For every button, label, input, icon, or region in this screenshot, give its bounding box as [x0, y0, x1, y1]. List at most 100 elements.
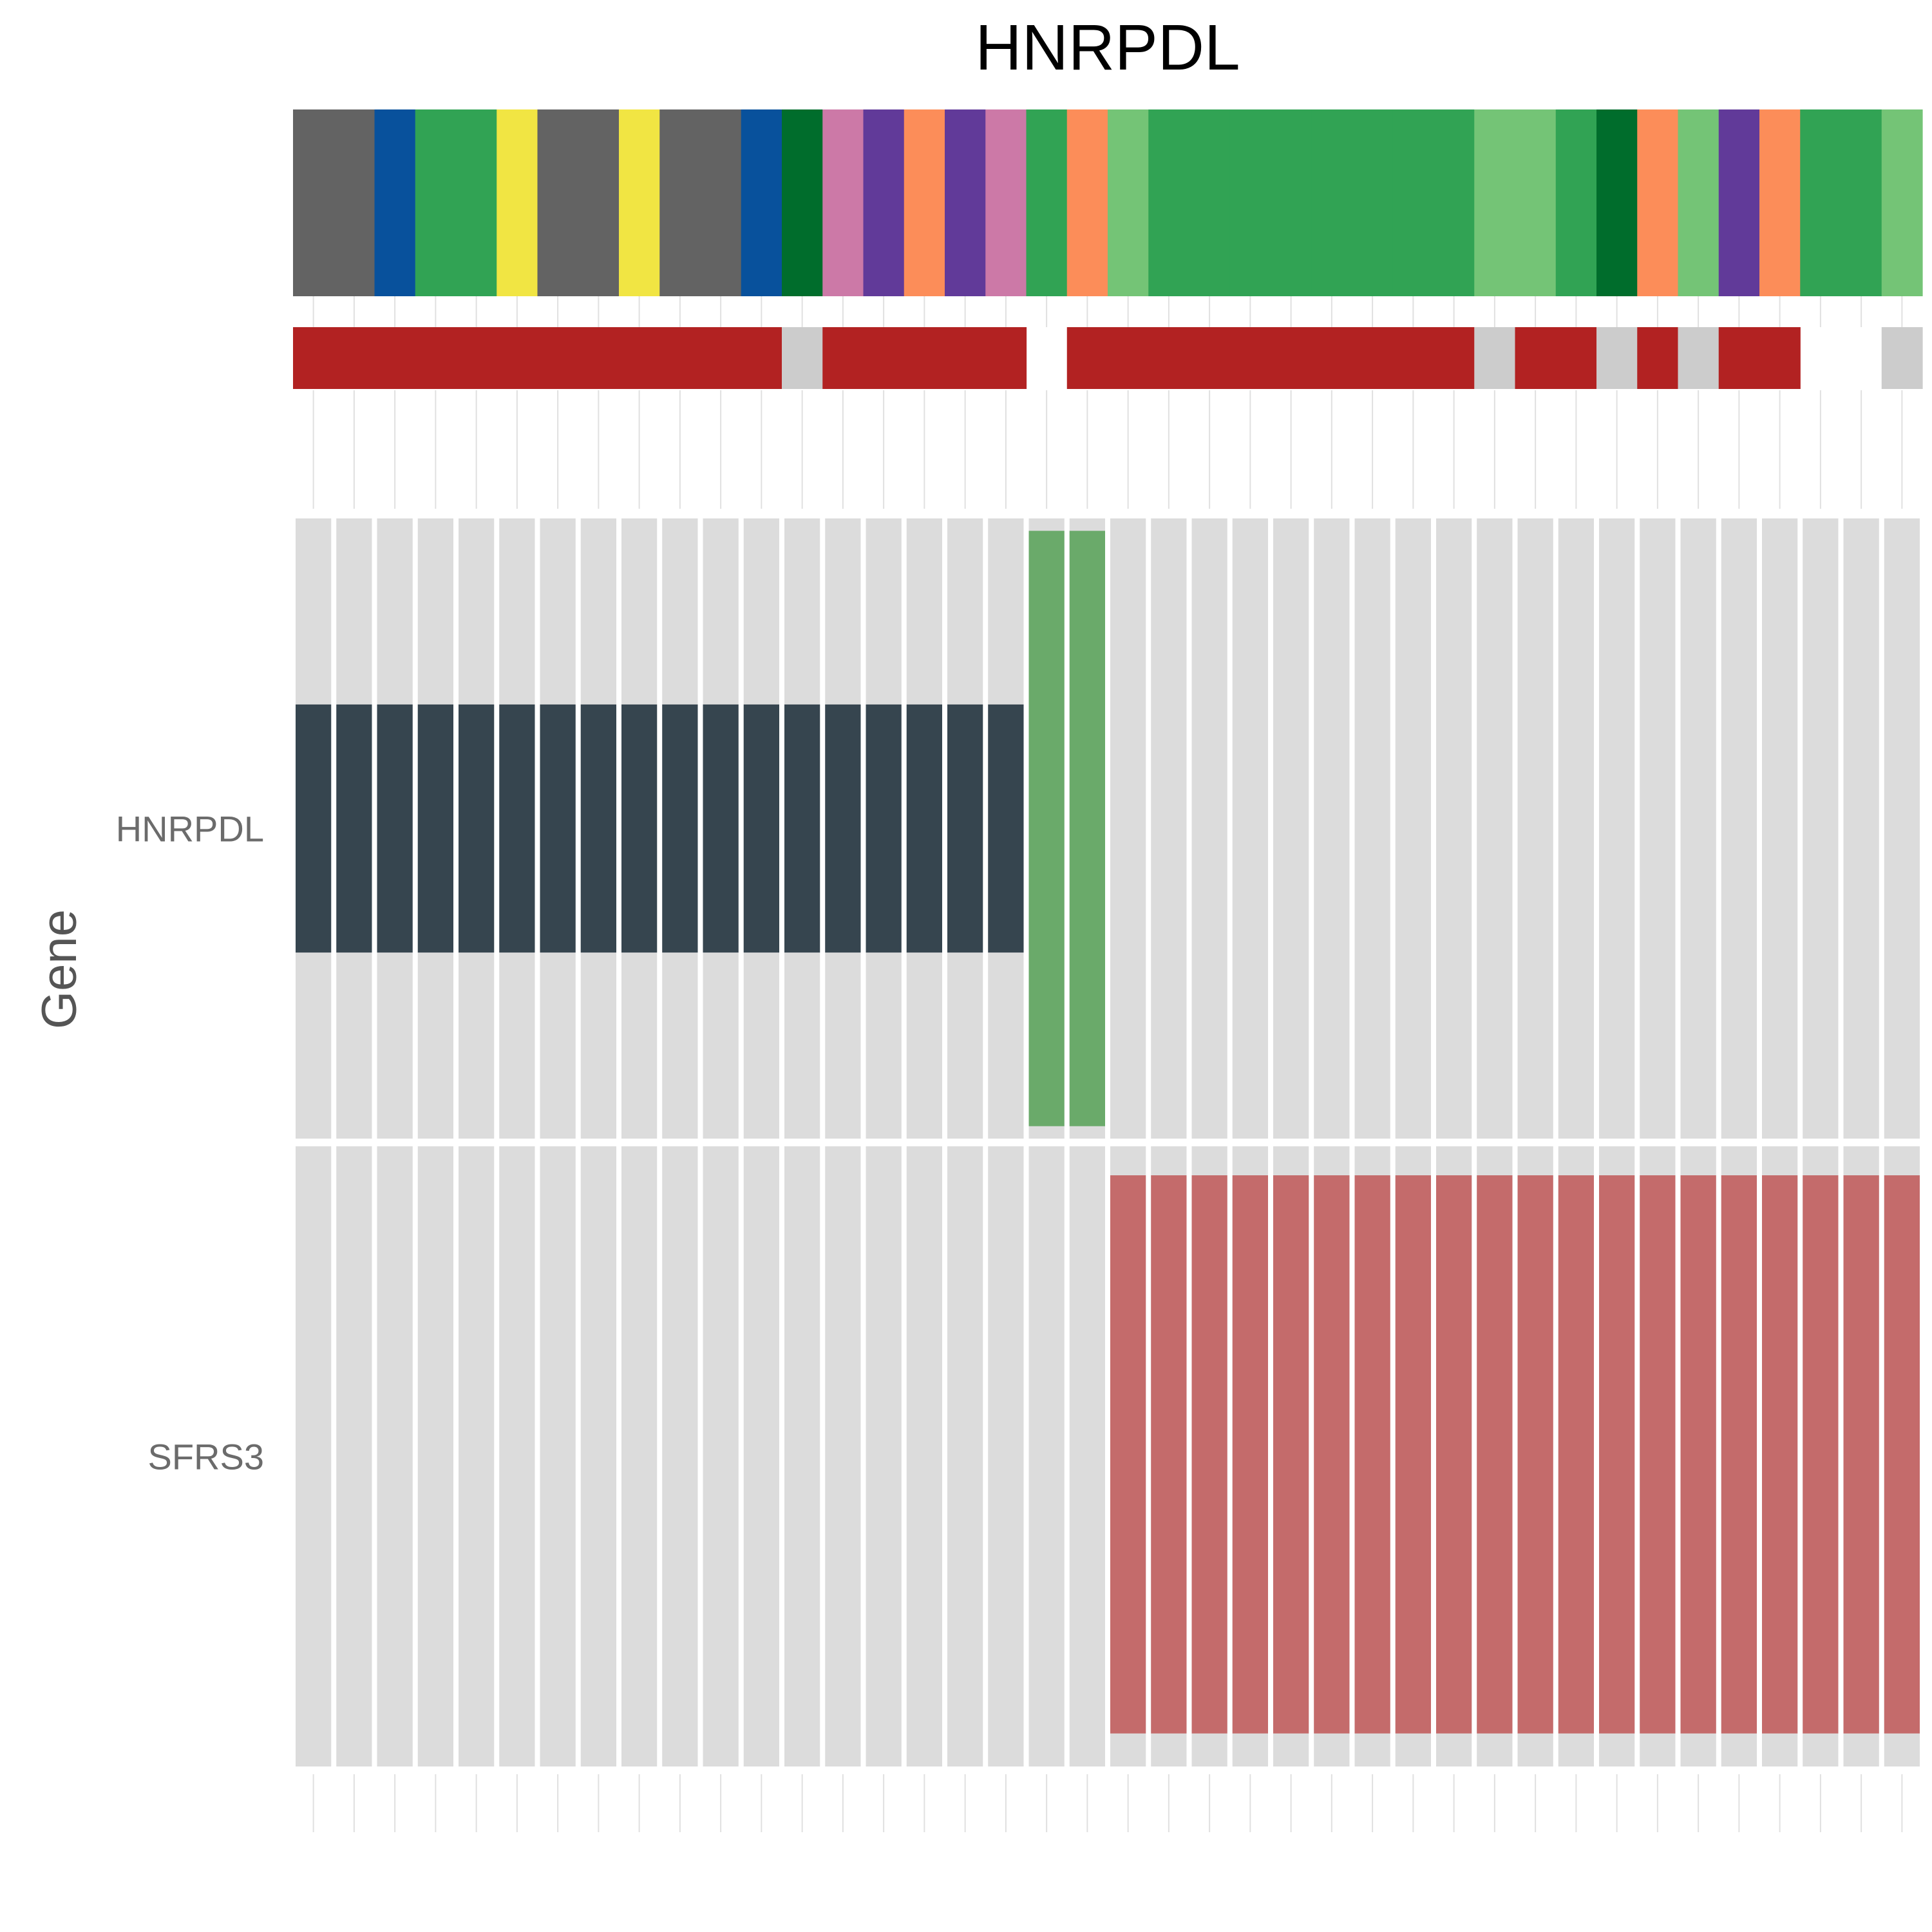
- annotation-cell: [659, 327, 701, 389]
- background-cell: [1028, 1146, 1065, 1766]
- annotation-cell: [1229, 327, 1271, 389]
- alteration-bar: [1477, 1175, 1513, 1734]
- background-cell: [1191, 518, 1227, 1139]
- background-cell: [743, 1146, 779, 1766]
- annotation-cell: [945, 327, 986, 389]
- annotation-cell: [1066, 327, 1108, 389]
- alteration-bar: [1721, 1175, 1757, 1734]
- gene-label: SFRS3: [148, 1437, 265, 1477]
- annotation-cell: [1637, 109, 1679, 296]
- annotation-cell: [1759, 327, 1801, 389]
- annotation-cell: [619, 327, 660, 389]
- alteration-bar: [1762, 1175, 1798, 1734]
- annotation-cell: [1108, 109, 1149, 296]
- alteration-bar: [1599, 1175, 1635, 1734]
- background-cell: [1721, 518, 1757, 1139]
- background-cell: [1762, 518, 1798, 1139]
- annotation-cell: [1434, 109, 1475, 296]
- annotation-cell: [1108, 327, 1149, 389]
- annotation-cell: [1026, 109, 1068, 296]
- annotation-cell: [1434, 327, 1475, 389]
- alteration-bar: [1110, 1175, 1146, 1734]
- annotation-cell: [578, 327, 620, 389]
- annotation-cell: [374, 109, 416, 296]
- annotation-cell: [578, 109, 620, 296]
- alteration-bar: [377, 704, 413, 953]
- annotation-cell: [1637, 327, 1679, 389]
- annotation-cell: [293, 109, 334, 296]
- alteration-bar: [1843, 1175, 1879, 1734]
- alteration-bar: [336, 704, 372, 953]
- alteration-bar: [1436, 1175, 1472, 1734]
- background-cell: [1517, 518, 1553, 1139]
- annotation-cell: [1352, 327, 1394, 389]
- annotation-cell: [741, 109, 782, 296]
- alteration-bar: [1151, 1175, 1187, 1734]
- background-cell: [1151, 518, 1187, 1139]
- background-cell: [1558, 518, 1594, 1139]
- annotation-cell: [293, 327, 334, 389]
- background-cell: [417, 1146, 453, 1766]
- annotation-cell: [659, 109, 701, 296]
- annotation-cell: [1189, 327, 1231, 389]
- grid-lines: [312, 296, 1903, 1832]
- annotation-cell: [1555, 109, 1597, 296]
- annotation-cell: [741, 327, 782, 389]
- annotation-cell: [782, 109, 823, 296]
- annotation-cell: [1311, 327, 1353, 389]
- gene-label: HNRPDL: [116, 809, 264, 849]
- annotation-cell: [945, 109, 986, 296]
- gene-labels: HNRPDL SFRS3: [116, 809, 264, 1477]
- background-cell: [662, 1146, 698, 1766]
- alteration-bar: [947, 704, 983, 953]
- background-cell: [1599, 518, 1635, 1139]
- annotation-cell: [1392, 327, 1434, 389]
- alteration-bar: [621, 704, 658, 953]
- background-cell: [1884, 518, 1920, 1139]
- alteration-bar: [1273, 1175, 1309, 1734]
- annotation-cell: [863, 327, 905, 389]
- background-cell: [1436, 518, 1472, 1139]
- alteration-bar: [1884, 1175, 1920, 1734]
- annotation-cell: [619, 109, 660, 296]
- annotation-cell: [374, 327, 416, 389]
- annotation-cell: [1474, 109, 1516, 296]
- background-cell: [1110, 518, 1146, 1139]
- annotation-cell: [334, 109, 375, 296]
- annotation-cell: [1759, 109, 1801, 296]
- background-cell: [1069, 1146, 1105, 1766]
- background-cell: [1314, 518, 1350, 1139]
- annotation-cell: [537, 327, 579, 389]
- annotation-cell: [700, 109, 742, 296]
- alteration-bar: [784, 704, 820, 953]
- background-cell: [906, 1146, 942, 1766]
- alteration-bar: [1028, 531, 1065, 1126]
- annotation-cell: [1271, 327, 1312, 389]
- annotation-cell: [1596, 109, 1638, 296]
- annotation-cell: [1841, 109, 1882, 296]
- background-cell: [336, 1146, 372, 1766]
- background-cell: [1843, 518, 1879, 1139]
- y-axis-title: Gene: [32, 909, 87, 1029]
- annotation-cell: [1474, 327, 1516, 389]
- background-cell: [540, 1146, 576, 1766]
- annotation-cell: [985, 327, 1027, 389]
- chart-title: HNRPDL: [975, 12, 1240, 84]
- alteration-bar: [1517, 1175, 1553, 1734]
- annotation-cell: [1678, 109, 1719, 296]
- annotation-cell: [1800, 109, 1842, 296]
- background-cell: [703, 1146, 739, 1766]
- annotation-cell: [334, 327, 375, 389]
- alteration-bar: [906, 704, 942, 953]
- alteration-bar: [825, 704, 861, 953]
- annotation-cell: [782, 327, 823, 389]
- background-cell: [866, 1146, 902, 1766]
- alteration-bar: [580, 704, 616, 953]
- background-cell: [988, 1146, 1024, 1766]
- alteration-bar: [1640, 1175, 1676, 1734]
- background-cell: [459, 1146, 495, 1766]
- alteration-bar: [1558, 1175, 1594, 1734]
- background-cell: [1640, 518, 1676, 1139]
- alteration-bar: [296, 704, 332, 953]
- annotation-cell: [1148, 109, 1190, 296]
